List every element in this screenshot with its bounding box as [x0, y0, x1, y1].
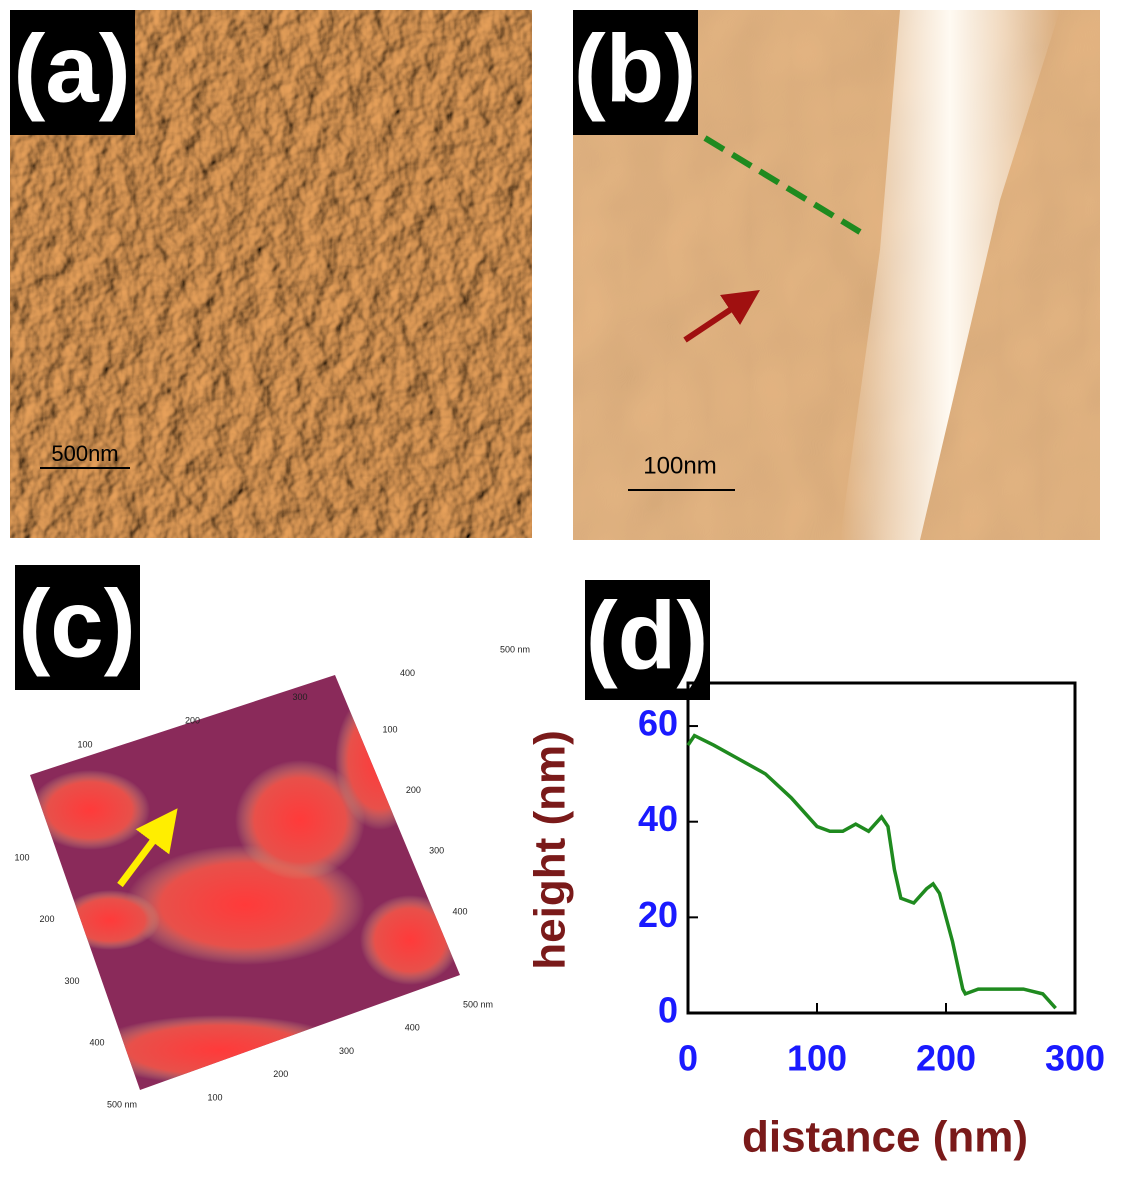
plot-frame [688, 683, 1075, 1013]
x-tick-label: 300 [1045, 1038, 1105, 1079]
axis-label-3d: 100 [77, 739, 92, 749]
axis-label-3d: 500 nm [500, 644, 530, 654]
axis-label-3d: 400 [400, 668, 415, 678]
panel-label: (a) [13, 15, 130, 122]
y-tick-label: 0 [658, 990, 678, 1031]
axis-label-3d: 400 [89, 1038, 104, 1048]
axis-label-3d: 100 [14, 852, 29, 862]
axis-label-3d: 100 [207, 1092, 222, 1102]
x-tick-label: 100 [787, 1038, 847, 1079]
scale-bar-label: 500nm [51, 441, 118, 466]
x-axis-title: distance (nm) [742, 1113, 1028, 1162]
axis-label-3d: 200 [273, 1069, 288, 1079]
y-axis-title: height (nm) [526, 730, 575, 970]
y-tick-label: 20 [638, 894, 678, 935]
axis-label-3d: 300 [64, 976, 79, 986]
axis-label-3d: 300 [292, 692, 307, 702]
x-tick-label: 200 [916, 1038, 976, 1079]
axis-label-3d: 100 [382, 724, 397, 734]
axis-label-3d: 200 [39, 914, 54, 924]
axis-label-3d: 500 nm [107, 1099, 137, 1109]
figure: (a) 500nm (b) 100nm (c) (d) distance [0, 0, 1128, 1184]
axis-label-3d: 500 nm [463, 999, 493, 1009]
data-line [688, 736, 1056, 1009]
axis-label-3d: 300 [339, 1046, 354, 1056]
axis-label-3d: 400 [452, 906, 467, 916]
y-tick-label: 60 [638, 703, 678, 744]
scale-bar-label: 100nm [643, 452, 716, 479]
panel-a: (a) 500nm [10, 10, 532, 538]
panel-label: (d) [586, 582, 709, 689]
panel-label: (c) [18, 570, 135, 677]
axis-label-3d: 200 [406, 785, 421, 795]
axis-label-3d: 300 [429, 846, 444, 856]
panel-b: (b) 100nm [573, 10, 1100, 540]
y-tick-label: 40 [638, 798, 678, 839]
axis-label-3d: 400 [405, 1023, 420, 1033]
panel-c: (c) [15, 565, 460, 1090]
axis-label-3d: 200 [185, 716, 200, 726]
x-tick-label: 0 [678, 1038, 698, 1079]
panel-label: (b) [574, 15, 697, 122]
